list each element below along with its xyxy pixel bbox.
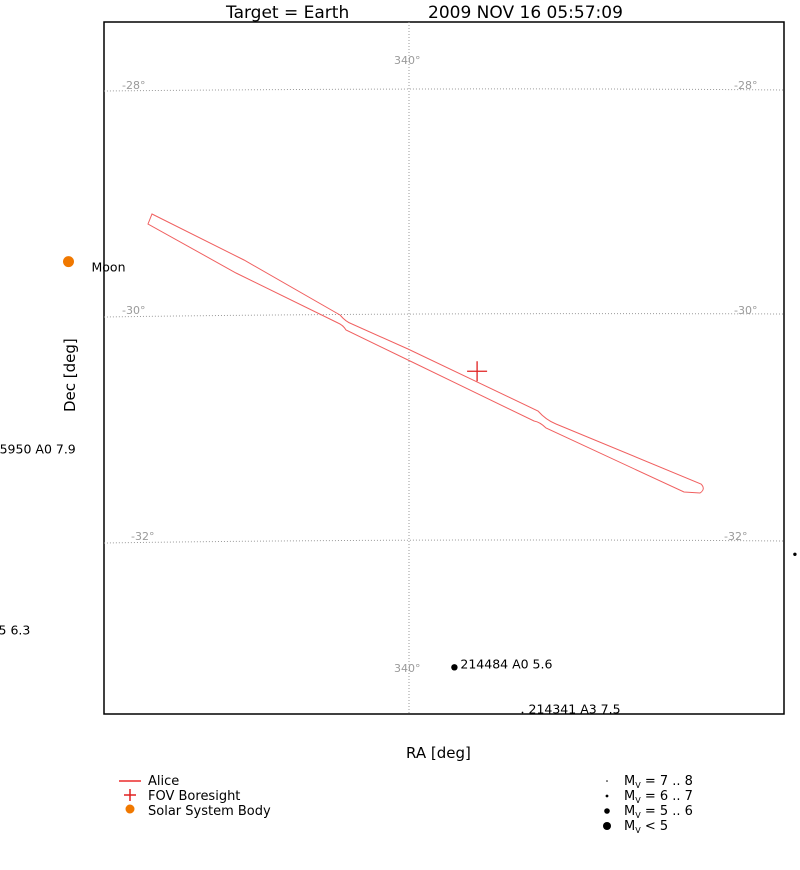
grid-line-dec-28 [103,88,785,92]
star-markers: 213298 A3 7.3215950 A0 7.9213728 B8 6.72… [0,442,797,717]
body-label-0: Moon [92,260,126,275]
x-axis-label: RA [deg] [406,744,471,762]
alice-slit-outline [147,213,704,494]
body-marker-0 [63,256,74,268]
grid-line-dec-30 [103,313,785,318]
grid-line-dec-32 [103,539,785,544]
legend-instrument: Alice FOV Boresight Solar System Body [119,774,271,819]
plot-frame [103,21,785,715]
legend-mag-swatch-0 [606,780,608,782]
fov-boresight-marker [467,361,488,382]
y-axis-label: Dec [deg] [61,338,79,412]
legend-body-swatch [125,804,135,814]
star-marker-2 [793,552,797,556]
legend-mag-label-0: MV = 7 .. 8 [624,774,693,790]
legend-mag-label-3: MV < 5 [624,819,668,835]
coordinate-grid [103,22,785,714]
legend-mag-label-2: MV = 5 .. 6 [624,804,693,820]
legend-magnitudes: MV = 7 .. 8MV = 6 .. 7MV = 5 .. 6MV < 5 [603,774,693,835]
legend-mag-label-1: MV = 6 .. 7 [624,789,693,805]
legend-boresight-label: FOV Boresight [148,789,240,804]
grid-label-dec-right-30: -30° [734,304,757,317]
chart-title-time: 2009 NOV 16 05:57:09 [428,3,623,23]
solar-system-bodies: Moon [63,256,126,275]
star-label-4: 216042 A5 6.3 [0,622,30,637]
legend-mag-swatch-2 [604,808,610,814]
grid-label-dec-right-28: -28° [734,79,757,92]
star-marker-7 [521,711,524,714]
star-label-6: 214484 A0 5.6 [460,656,552,671]
grid-label-dec-left-30: -30° [122,304,145,317]
grid-label-dec-left-28: -28° [122,79,145,92]
legend-mag-swatch-3 [603,822,611,830]
legend-alice-label: Alice [148,774,179,789]
star-marker-6 [451,664,458,671]
star-label-1: 215950 A0 7.9 [0,442,76,457]
legend-body-label: Solar System Body [148,804,271,819]
chart-title-target: Target = Earth [225,3,349,23]
legend-mag-swatch-1 [605,794,609,798]
grid-label-ra-top: 340° [394,54,421,67]
star-label-7: 214341 A3 7.5 [529,702,621,717]
grid-label-dec-left-32: -32° [131,530,154,543]
grid-label-dec-right-32: -32° [724,530,747,543]
grid-label-ra-bottom: 340° [394,662,421,675]
